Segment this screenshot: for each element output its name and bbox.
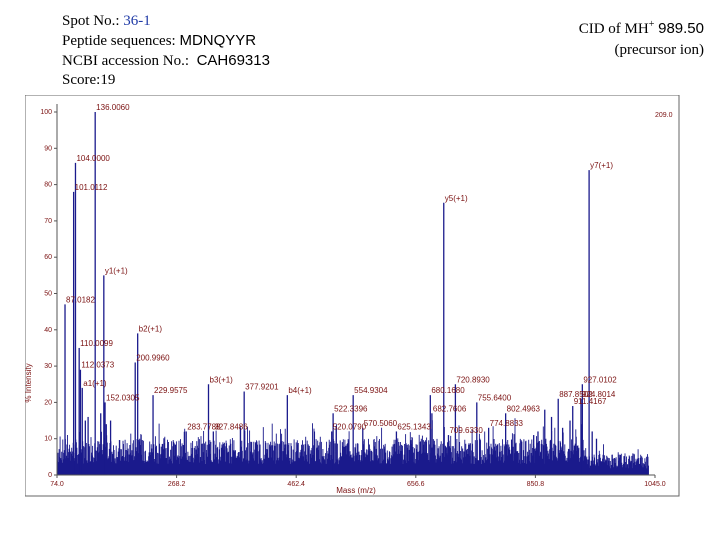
peak-label-32: 755.6400 (478, 393, 512, 402)
peak-label-43: 924.8014 (582, 390, 616, 399)
peak-label-27: 680.1680 (431, 386, 465, 395)
peak-label-3: 110.0099 (80, 339, 113, 348)
ncbi-line: NCBI accession No.: CAH69313 (62, 52, 270, 69)
peak-label-26: 625.1343 (397, 422, 431, 431)
score-line: Score:19 (62, 72, 116, 88)
peak-label-21: b4(+1) (288, 386, 312, 395)
x-tick-label: 462.4 (287, 481, 305, 488)
y-tick-label: 90 (44, 145, 52, 152)
peak-label-11: 152.0305 (106, 393, 140, 402)
spot-value: 36-1 (123, 13, 151, 29)
peak-label-14: 200.9960 (136, 353, 170, 362)
x-tick-label: 74.0 (50, 481, 64, 488)
peak-label-33: 774.8833 (490, 419, 524, 428)
y-tick-label: 40 (44, 327, 52, 334)
peak-label-42: 911.4167 (574, 397, 607, 406)
peak-label-45: 927.0102 (583, 375, 617, 384)
peak-label-18: b3(+1) (210, 375, 234, 384)
peak-label-34: 802.4963 (507, 404, 541, 413)
peak-label-23: 522.3396 (334, 404, 368, 413)
peak-lines (64, 112, 598, 475)
y-tick-label: 60 (44, 254, 52, 261)
peak-label-31: 709.6330 (449, 426, 483, 435)
max-intensity-label: 209.0 (655, 112, 673, 119)
peptide-value: MDNQYYR (179, 32, 257, 49)
peak-label-19: 327.8486 (214, 422, 248, 431)
peak-label-10: y1(+1) (105, 266, 128, 275)
cid-note: (precursor ion) (614, 42, 704, 58)
peak-label-5: a1(+1) (83, 379, 107, 388)
ms-spectrum-chart: 0 10 20 30 40 50 60 70 80 90 100 74.0 268.2 462.4 656.… (25, 95, 680, 497)
cid-line: CID of MH+ 989.50 (578, 19, 704, 37)
y-tick-label: 20 (44, 399, 52, 406)
peak-label-28: 682.7606 (433, 404, 467, 413)
peak-label-2: 104.0000 (76, 154, 110, 163)
x-tick-label: 656.6 (407, 481, 425, 488)
cid-info: CID of MH+ 989.50 (precursor ion) (579, 14, 704, 61)
spectrum-header: Spot No.: 36-1 Peptide sequences: MDNQYY… (62, 12, 270, 90)
peak-label-25: 570.5060 (364, 419, 398, 428)
y-tick-label: 50 (44, 291, 52, 298)
peak-label-4: 112.0373 (81, 361, 114, 370)
peak-label-1: 101.0112 (75, 183, 108, 192)
peak-label-15: b2(+1) (139, 324, 163, 333)
x-axis-title: Mass (m/z) (336, 486, 376, 495)
y-tick-label: 10 (44, 436, 52, 443)
spot-line: Spot No.: 36-1 (62, 13, 151, 29)
cid-value: 989.50 (658, 20, 704, 37)
peak-label-20: 377.9201 (245, 383, 279, 392)
peptide-line: Peptide sequences: MDNQYYR (62, 32, 257, 49)
axes: 0 10 20 30 40 50 60 70 80 90 100 74.0 268.2 462.4 656.… (40, 104, 666, 488)
peak-label-0: 87.0182 (66, 295, 95, 304)
peak-label-24: 554.9304 (354, 386, 388, 395)
y-tick-label: 80 (44, 182, 52, 189)
y-tick-label: 70 (44, 218, 52, 225)
peak-label-22: 520.0790 (333, 422, 367, 431)
peak-label-8: 136.0060 (96, 103, 130, 112)
y-tick-label: 0 (48, 472, 52, 479)
peak-label-17: 283.7788 (187, 422, 221, 431)
y-axis-title: % Intensity (25, 363, 33, 402)
x-tick-label: 1045.0 (644, 481, 666, 488)
peak-labels: 87.0182 101.0112 104.0000 110.0099 112.0373 a… (66, 103, 617, 435)
peak-label-39: 887.8502 (559, 390, 593, 399)
x-tick-label: 850.8 (527, 481, 545, 488)
y-tick-label: 30 (44, 363, 52, 370)
peak-label-29: y5(+1) (445, 194, 468, 203)
peak-label-30: 720.8930 (456, 375, 490, 384)
y-tick-label: 100 (40, 109, 52, 116)
peak-label-16: 229.9575 (154, 386, 188, 395)
peak-label-46: y7(+1) (590, 161, 613, 170)
x-tick-label: 268.2 (168, 481, 186, 488)
ncbi-value: CAH69313 (196, 52, 270, 69)
